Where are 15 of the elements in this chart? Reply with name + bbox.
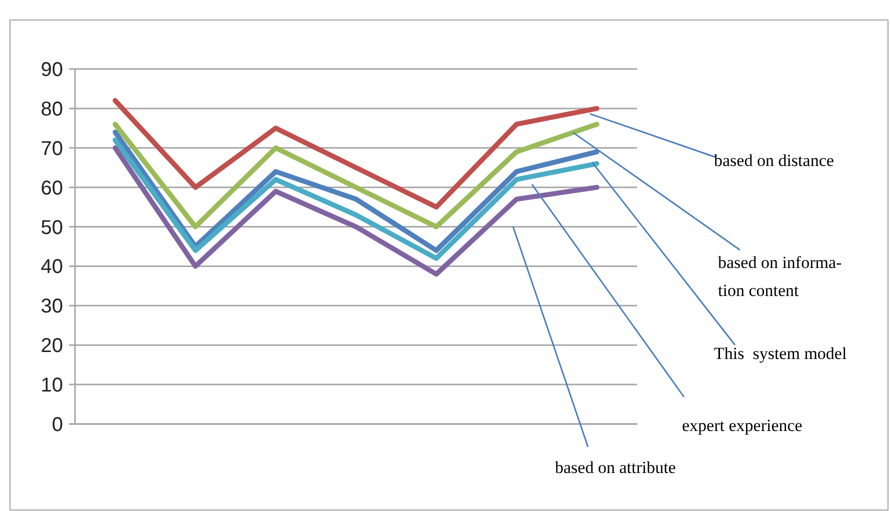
y-tick-label: 30 [40,296,63,318]
y-tick-label: 50 [40,216,63,239]
y-tick-label: 20 [40,335,63,358]
y-tick-label: 0 [52,414,63,436]
text: expert experience [682,416,802,435]
text: based on attribute [555,458,676,477]
text: based on informa-tion content [718,253,842,300]
y-tick-label: 10 [40,374,63,397]
y-tick-label: 80 [40,98,63,120]
y-tick-label: 60 [40,177,63,200]
text: This system model [714,344,847,363]
y-tick-label: 70 [40,138,63,160]
y-tick-label: 40 [40,256,63,278]
text: based on distance [714,151,834,170]
y-tick-label: 90 [40,59,63,81]
